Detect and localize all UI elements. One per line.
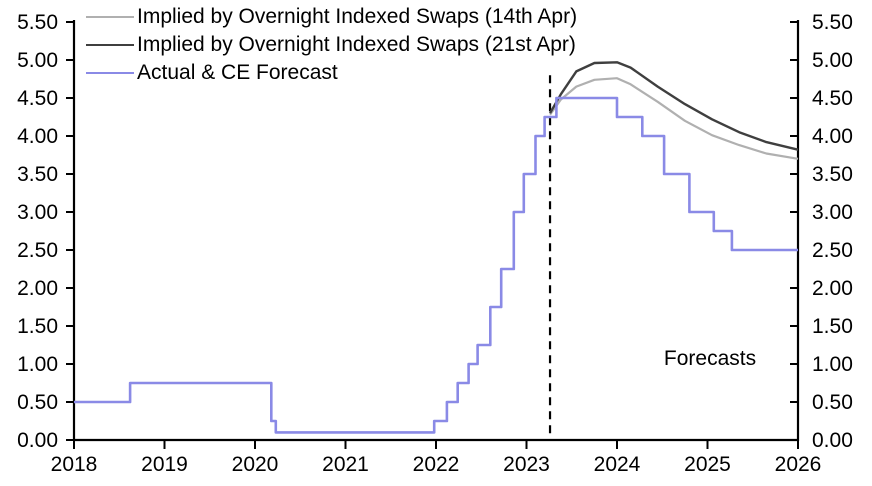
- y-axis-label-right: 5.00: [812, 49, 853, 72]
- y-axis-label-left: 5.50: [17, 11, 58, 34]
- legend-item-ois-14apr: Implied by Overnight Indexed Swaps (14th…: [86, 3, 577, 31]
- y-axis-label-left: 1.00: [17, 353, 58, 376]
- y-axis-label-right: 2.00: [812, 277, 853, 300]
- legend-label: Actual & CE Forecast: [137, 61, 338, 84]
- x-axis-label: 2021: [322, 453, 369, 476]
- x-axis-label: 2025: [684, 453, 731, 476]
- y-axis-label-left: 4.50: [17, 87, 58, 110]
- x-axis-label: 2018: [51, 453, 98, 476]
- legend-line-swatch-ois-21apr: [86, 43, 134, 47]
- legend-label: Implied by Overnight Indexed Swaps (14th…: [137, 5, 578, 28]
- x-axis-label: 2019: [141, 453, 188, 476]
- x-axis-label: 2024: [594, 453, 641, 476]
- y-axis-label-right: 5.50: [812, 11, 853, 34]
- y-axis-label-left: 1.50: [17, 315, 58, 338]
- y-axis-label-left: 5.00: [17, 49, 58, 72]
- x-axis-label: 2026: [775, 453, 822, 476]
- y-axis-label-right: 0.50: [812, 391, 853, 414]
- legend-line-swatch-actual-forecast: [86, 71, 134, 75]
- y-axis-label-right: 3.00: [812, 201, 853, 224]
- series-line-implied-by-overnight-indexed-swaps-14th-apr-: [549, 77, 799, 160]
- y-axis-label-right: 1.00: [812, 353, 853, 376]
- y-axis-label-right: 4.00: [812, 125, 853, 148]
- x-axis-label: 2023: [503, 453, 550, 476]
- y-axis-label-left: 0.00: [17, 429, 58, 452]
- legend-line-swatch-ois-14apr: [86, 15, 134, 19]
- y-axis-label-right: 0.00: [812, 429, 853, 452]
- x-axis-label: 2022: [413, 453, 460, 476]
- y-axis-label-right: 3.50: [812, 163, 853, 186]
- series-line-actual-ce-forecast: [74, 96, 798, 434]
- y-axis-label-right: 2.50: [812, 239, 853, 262]
- y-axis-label-left: 4.00: [17, 125, 58, 148]
- y-axis-label-left: 2.00: [17, 277, 58, 300]
- y-axis-label-left: 3.00: [17, 201, 58, 224]
- y-axis-label-right: 1.50: [812, 315, 853, 338]
- y-axis-label-left: 3.50: [17, 163, 58, 186]
- legend-label: Implied by Overnight Indexed Swaps (21st…: [137, 33, 576, 56]
- x-axis-label: 2020: [232, 453, 279, 476]
- chart-legend: Implied by Overnight Indexed Swaps (14th…: [86, 3, 577, 87]
- forecasts-annotation: Forecasts: [663, 347, 757, 370]
- series-line-implied-by-overnight-indexed-swaps-21st-apr-: [548, 61, 799, 151]
- y-axis-label-left: 2.50: [17, 239, 58, 262]
- y-axis-label-right: 4.50: [812, 87, 853, 110]
- legend-item-actual-forecast: Actual & CE Forecast: [86, 59, 577, 87]
- y-axis-label-left: 0.50: [17, 391, 58, 414]
- legend-item-ois-21apr: Implied by Overnight Indexed Swaps (21st…: [86, 31, 577, 59]
